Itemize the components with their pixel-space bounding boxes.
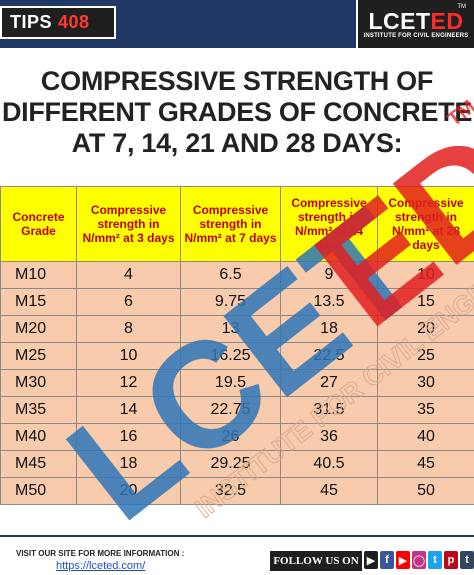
lceted-logo[interactable]: LCETED TM INSTITUTE FOR CIVIL ENGINEERS bbox=[356, 0, 474, 48]
title-line-1: COMPRESSIVE STRENGTH OF bbox=[0, 66, 474, 97]
strength-cell: 8 bbox=[77, 316, 181, 343]
grade-cell: M50 bbox=[1, 478, 77, 505]
title-line-3: AT 7, 14, 21 AND 28 DAYS: bbox=[0, 128, 474, 159]
strength-cell: 16 bbox=[77, 424, 181, 451]
strength-cell: 45 bbox=[281, 478, 378, 505]
twitter-icon[interactable]: t bbox=[428, 551, 442, 569]
grade-cell: M30 bbox=[1, 370, 77, 397]
strength-cell: 29.25 bbox=[181, 451, 281, 478]
strength-cell: 10 bbox=[378, 262, 474, 289]
strength-cell: 16.25 bbox=[181, 343, 281, 370]
strength-cell: 22.75 bbox=[181, 397, 281, 424]
strength-cell: 9 bbox=[281, 262, 378, 289]
logo-subtitle: INSTITUTE FOR CIVIL ENGINEERS bbox=[363, 33, 468, 39]
strength-cell: 15 bbox=[378, 289, 474, 316]
grade-cell: M45 bbox=[1, 451, 77, 478]
tumblr-icon[interactable]: t bbox=[460, 551, 474, 569]
youtube-icon[interactable]: ▶ bbox=[396, 551, 410, 569]
table-header-row: Concrete Grade Compressive strength in N… bbox=[1, 187, 474, 262]
header-strength-28-days: Compressive strength in N/mm² at 28 days bbox=[378, 187, 474, 262]
header-strength-14-days: Compressive strength in N/mm² at 14 days bbox=[281, 187, 378, 262]
strength-cell: 31.5 bbox=[281, 397, 378, 424]
header-concrete-grade: Concrete Grade bbox=[1, 187, 77, 262]
tips-label: TIPS bbox=[10, 12, 52, 33]
strength-cell: 45 bbox=[378, 451, 474, 478]
strength-cell: 13 bbox=[181, 316, 281, 343]
strength-cell: 20 bbox=[77, 478, 181, 505]
strength-cell: 18 bbox=[77, 451, 181, 478]
logo-wordmark: LCETED bbox=[368, 9, 463, 33]
strength-cell: 25 bbox=[378, 343, 474, 370]
strength-cell: 20 bbox=[378, 316, 474, 343]
strength-cell: 36 bbox=[281, 424, 378, 451]
grade-cell: M20 bbox=[1, 316, 77, 343]
tips-badge: TIPS 408 bbox=[0, 6, 116, 39]
grade-cell: M25 bbox=[1, 343, 77, 370]
strength-cell: 26 bbox=[181, 424, 281, 451]
follow-us-label: FOLLOW US ON bbox=[270, 551, 362, 571]
strength-cell: 13.5 bbox=[281, 289, 378, 316]
strength-cell: 18 bbox=[281, 316, 378, 343]
arrow-icon[interactable]: ▶ bbox=[364, 551, 378, 569]
instagram-icon[interactable]: ◯ bbox=[412, 551, 426, 569]
footer: VISIT OUR SITE FOR MORE INFORMATION : ht… bbox=[0, 535, 474, 575]
logo-lcet-text: LCET bbox=[368, 8, 430, 34]
strength-cell: 27 bbox=[281, 370, 378, 397]
strength-cell: 32.5 bbox=[181, 478, 281, 505]
grade-cell: M10 bbox=[1, 262, 77, 289]
header-strength-7-days: Compressive strength in N/mm² at 7 days bbox=[181, 187, 281, 262]
strength-cell: 6.5 bbox=[181, 262, 281, 289]
strength-cell: 9.75 bbox=[181, 289, 281, 316]
website-link[interactable]: https://lceted.com/ bbox=[56, 560, 145, 572]
grade-cell: M35 bbox=[1, 397, 77, 424]
strength-cell: 40.5 bbox=[281, 451, 378, 478]
strength-cell: 12 bbox=[77, 370, 181, 397]
strength-table: Concrete Grade Compressive strength in N… bbox=[0, 186, 474, 505]
header-strength-3-days: Compressive strength in N/mm² at 3 days bbox=[77, 187, 181, 262]
strength-cell: 50 bbox=[378, 478, 474, 505]
strength-cell: 10 bbox=[77, 343, 181, 370]
logo-tm: TM bbox=[457, 4, 466, 10]
strength-cell: 30 bbox=[378, 370, 474, 397]
title-line-2: DIFFERENT GRADES OF CONCRETE bbox=[0, 97, 474, 128]
page-title: COMPRESSIVE STRENGTH OF DIFFERENT GRADES… bbox=[0, 66, 474, 159]
pinterest-icon[interactable]: p bbox=[444, 551, 458, 569]
strength-cell: 35 bbox=[378, 397, 474, 424]
grade-cell: M40 bbox=[1, 424, 77, 451]
strength-cell: 22.5 bbox=[281, 343, 378, 370]
strength-cell: 6 bbox=[77, 289, 181, 316]
strength-cell: 4 bbox=[77, 262, 181, 289]
facebook-icon[interactable]: f bbox=[380, 551, 394, 569]
social-icons: ▶ f ▶ ◯ t p t bbox=[364, 551, 474, 569]
visit-site-text: VISIT OUR SITE FOR MORE INFORMATION : bbox=[16, 549, 184, 558]
grade-cell: M15 bbox=[1, 289, 77, 316]
strength-cell: 40 bbox=[378, 424, 474, 451]
header-bar: TIPS 408 LCETED TM INSTITUTE FOR CIVIL E… bbox=[0, 0, 474, 48]
strength-cell: 14 bbox=[77, 397, 181, 424]
logo-ed-text: ED bbox=[431, 8, 464, 34]
tips-number: 408 bbox=[58, 12, 90, 33]
strength-cell: 19.5 bbox=[181, 370, 281, 397]
